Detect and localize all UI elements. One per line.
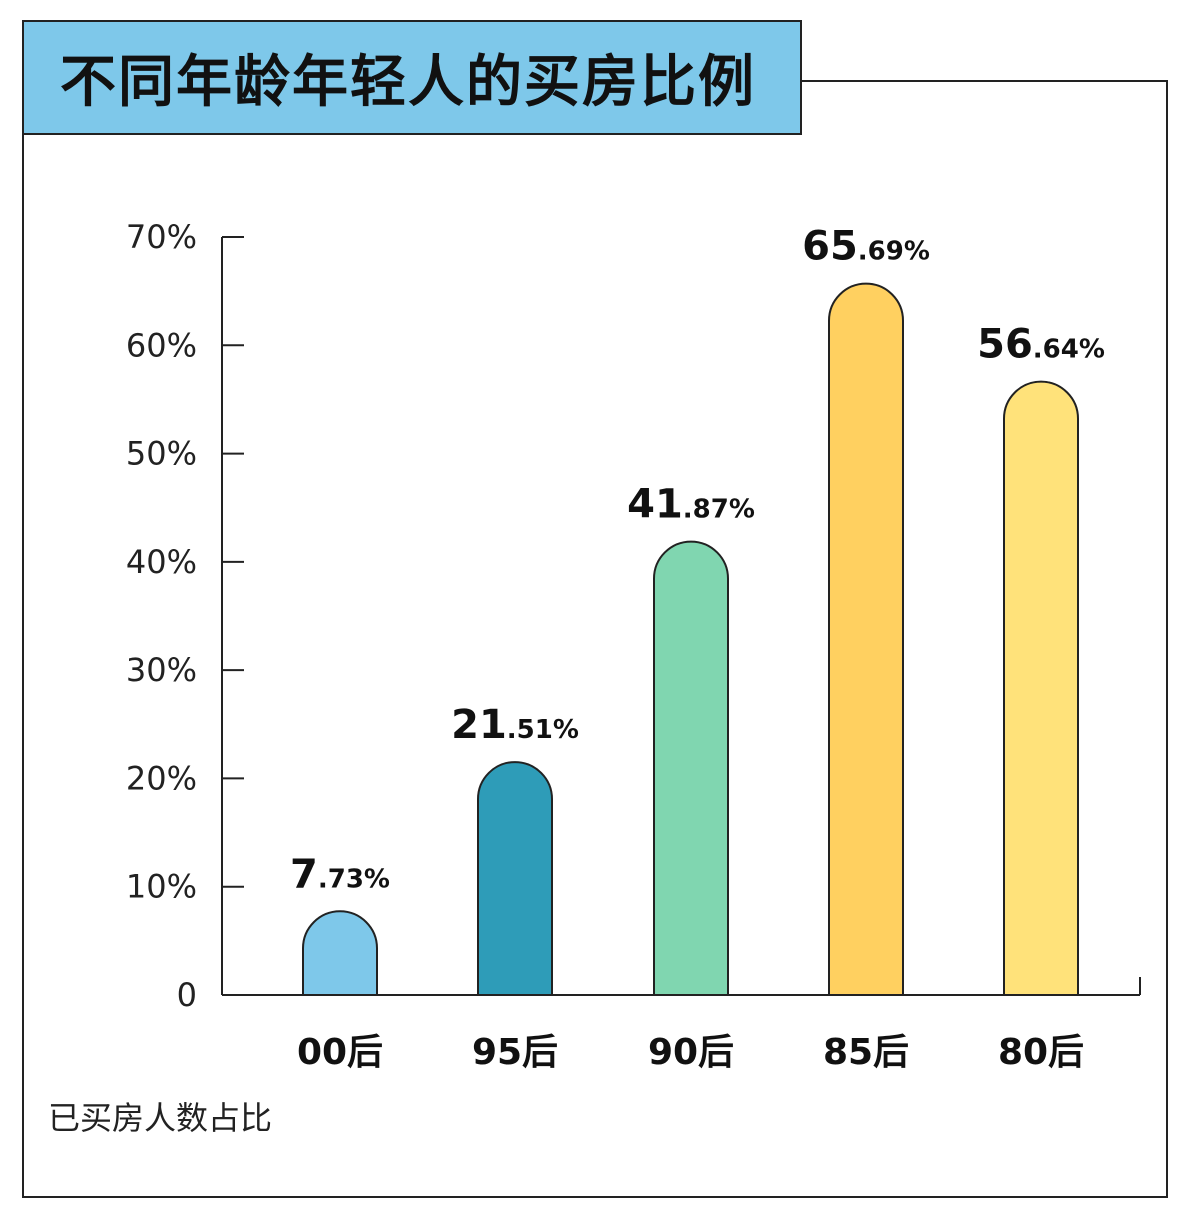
value-label-decimal: .51% [507, 715, 579, 745]
title-box: 不同年龄年轻人的买房比例 [22, 20, 802, 135]
y-tick-label: 40% [126, 543, 197, 581]
bar [477, 761, 553, 996]
y-tick-label: 60% [126, 326, 197, 364]
value-label-decimal: .69% [858, 237, 930, 267]
bars [302, 282, 1079, 996]
category-label: 80后 [998, 1032, 1084, 1073]
value-label-decimal: .73% [318, 864, 390, 894]
y-tick-label: 30% [126, 651, 197, 689]
value-label: 56.64% [977, 322, 1105, 368]
value-label-main: 41 [627, 482, 683, 528]
category-label: 85后 [823, 1032, 909, 1073]
chart-frame [22, 80, 1168, 1198]
value-label-main: 7 [290, 851, 318, 897]
y-tick-label: 10% [126, 868, 197, 906]
value-label: 41.87% [627, 482, 755, 528]
value-label: 7.73% [290, 851, 390, 897]
y-axis-caption: 已买房人数占比 [48, 1099, 273, 1137]
value-label-decimal: .64% [1033, 335, 1105, 365]
value-label-main: 21 [451, 702, 507, 748]
y-tick-label: 70% [126, 218, 197, 256]
value-label-main: 56 [977, 322, 1033, 368]
value-label-main: 65 [802, 224, 858, 270]
category-label: 95后 [472, 1032, 558, 1073]
category-label: 90后 [648, 1032, 734, 1073]
value-label: 21.51% [451, 702, 579, 748]
labels: 7.73% 00后 21.51% 95后 41.87% 90后 65.69% 85后 56.64… [290, 224, 1105, 1073]
y-tick-label: 50% [126, 435, 197, 473]
bar [828, 282, 904, 996]
value-label-decimal: .87% [683, 495, 755, 525]
category-label: 00后 [297, 1032, 383, 1073]
bar [653, 540, 729, 996]
y-tick-label: 20% [126, 759, 197, 797]
y-tick-label: 0 [177, 976, 197, 1014]
axes: 0 10% 20% 30% 40% 50% 60% 70% [126, 218, 1141, 1014]
bar [1003, 380, 1079, 996]
chart-title: 不同年龄年轻人的买房比例 [60, 50, 756, 115]
bar [302, 910, 378, 996]
value-label: 65.69% [802, 224, 930, 270]
